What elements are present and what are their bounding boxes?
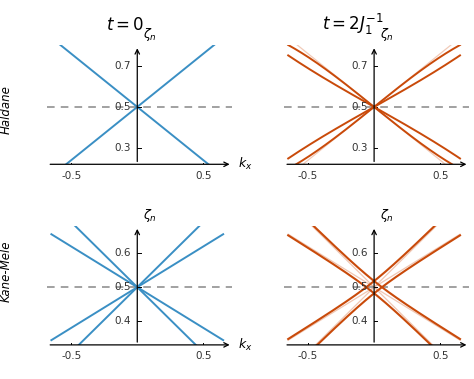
Text: 0.7: 0.7 bbox=[114, 61, 131, 71]
Text: 0.7: 0.7 bbox=[351, 61, 368, 71]
Text: 0.5: 0.5 bbox=[114, 282, 131, 292]
Text: $k_x$: $k_x$ bbox=[238, 156, 253, 172]
Text: 0.5: 0.5 bbox=[195, 171, 211, 181]
Text: -0.5: -0.5 bbox=[298, 351, 318, 362]
Text: -0.5: -0.5 bbox=[298, 171, 318, 181]
Text: 0.5: 0.5 bbox=[432, 351, 448, 362]
Text: 0.4: 0.4 bbox=[351, 316, 368, 326]
Text: 0.5: 0.5 bbox=[195, 351, 211, 362]
Text: $\zeta_n$: $\zeta_n$ bbox=[380, 26, 393, 43]
Text: Haldane: Haldane bbox=[0, 86, 12, 134]
Text: 0.6: 0.6 bbox=[114, 248, 131, 258]
Text: -0.5: -0.5 bbox=[61, 351, 82, 362]
Text: $\zeta_n$: $\zeta_n$ bbox=[143, 26, 156, 43]
Text: $t = 2J_1^{-1}$: $t = 2J_1^{-1}$ bbox=[322, 12, 384, 37]
Text: 0.5: 0.5 bbox=[114, 102, 131, 112]
Text: 0.3: 0.3 bbox=[114, 143, 131, 153]
Text: 0.5: 0.5 bbox=[351, 282, 368, 292]
Text: Kane-Mele: Kane-Mele bbox=[0, 240, 12, 302]
Text: $\zeta_n$: $\zeta_n$ bbox=[143, 207, 156, 224]
Text: $k_x$: $k_x$ bbox=[238, 337, 253, 353]
Text: 0.3: 0.3 bbox=[351, 143, 368, 153]
Text: $t = 0$: $t = 0$ bbox=[107, 16, 145, 34]
Text: $\zeta_n$: $\zeta_n$ bbox=[380, 207, 393, 224]
Text: -0.5: -0.5 bbox=[61, 171, 82, 181]
Text: 0.5: 0.5 bbox=[351, 102, 368, 112]
Text: 0.5: 0.5 bbox=[432, 171, 448, 181]
Text: 0.4: 0.4 bbox=[114, 316, 131, 326]
Text: 0.6: 0.6 bbox=[351, 248, 368, 258]
